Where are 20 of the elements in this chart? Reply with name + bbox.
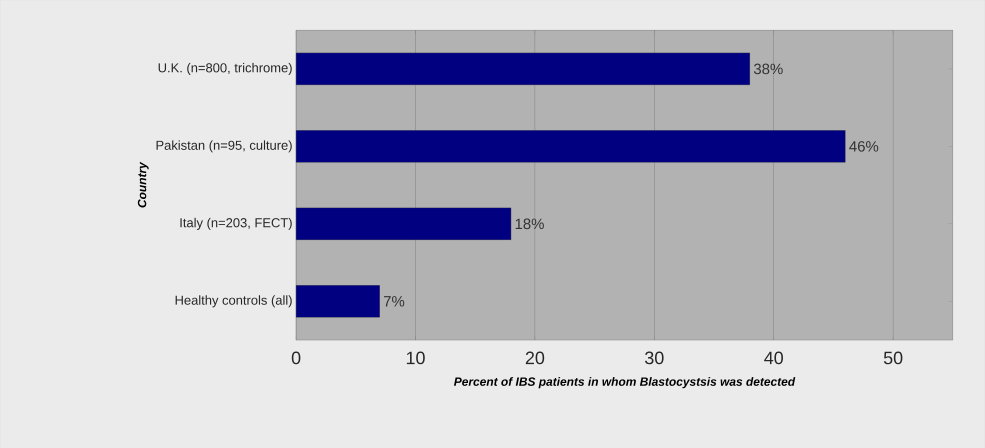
data-label: 18% — [516, 218, 544, 230]
y-tick-label: Pakistan (n=95, culture) — [156, 140, 292, 152]
y-tick-label: Italy (n=203, FECT) — [180, 218, 292, 230]
x-tick-label: 40 — [764, 351, 783, 364]
bar — [296, 130, 846, 162]
data-label: 38% — [754, 64, 783, 74]
x-tick-label: 30 — [645, 351, 664, 364]
x-tick-label: 10 — [406, 351, 425, 364]
x-axis-title: Percent of IBS patients in whom Blastocystsis was detected — [454, 377, 796, 388]
bar — [296, 52, 750, 86]
x-tick-label: 0 — [292, 351, 300, 364]
data-label: 7% — [384, 296, 404, 306]
y-tick-label: U.K. (n=800, trichrome) — [158, 62, 292, 75]
y-axis-title: Country — [138, 162, 149, 208]
x-tick-label: 20 — [526, 351, 544, 364]
x-tick-label: 50 — [884, 351, 902, 364]
data-label: 46% — [849, 141, 878, 152]
y-tick-label: Healthy controls (all) — [176, 295, 292, 308]
bar — [296, 208, 512, 240]
bar — [296, 285, 380, 318]
